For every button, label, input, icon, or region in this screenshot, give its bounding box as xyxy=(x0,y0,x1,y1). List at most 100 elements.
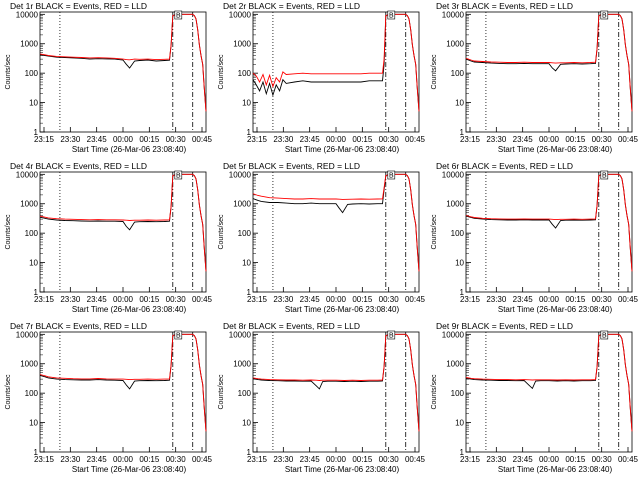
x-axis-label: Start Time (26-Mar-06 23:08:40) xyxy=(498,145,613,154)
x-tick-label: 00:00 xyxy=(113,295,134,304)
y-tick-label: 100 xyxy=(451,229,465,238)
y-tick-label: 1 xyxy=(34,288,39,297)
x-tick-label: 00:15 xyxy=(352,455,373,464)
y-tick-label: 10000 xyxy=(16,330,39,339)
x-tick-label: 23:45 xyxy=(300,135,321,144)
x-tick-label: 00:30 xyxy=(592,135,613,144)
y-tick-label: 1000 xyxy=(20,40,38,49)
events-series-line xyxy=(252,173,420,272)
y-tick-label: 10000 xyxy=(229,330,252,339)
y-tick-label: 1 xyxy=(34,128,39,137)
y-tick-label: 1 xyxy=(247,448,252,457)
y-tick-label: 10 xyxy=(29,259,38,268)
y-tick-label: 1 xyxy=(247,128,252,137)
x-tick-label: 23:15 xyxy=(34,135,55,144)
detector-panel: Det 5r BLACK = Events, RED = LLD 1 10 100 10… xyxy=(213,160,426,320)
y-tick-label: 1 xyxy=(460,288,465,297)
x-tick-label: 23:30 xyxy=(486,455,507,464)
events-series-line xyxy=(39,333,207,432)
y-tick-label: 10000 xyxy=(16,170,39,179)
y-tick-label: 10 xyxy=(455,99,464,108)
y-axis-label: Counts/sec xyxy=(5,214,12,250)
x-tick-label: 00:30 xyxy=(592,455,613,464)
chart-title: Det 6r BLACK = Events, RED = LLD xyxy=(436,161,573,171)
x-tick-label: 23:45 xyxy=(513,295,534,304)
y-axis-label: Counts/sec xyxy=(431,374,438,410)
x-axis-label: Start Time (26-Mar-06 23:08:40) xyxy=(72,145,187,154)
x-tick-label: 23:30 xyxy=(60,135,81,144)
y-tick-label: 100 xyxy=(25,389,39,398)
y-tick-label: 1000 xyxy=(20,200,38,209)
y-tick-label: 10 xyxy=(455,259,464,268)
x-tick-label: 00:00 xyxy=(113,135,134,144)
chart-title: Det 2r BLACK = Events, RED = LLD xyxy=(223,1,360,11)
y-tick-label: 1000 xyxy=(233,360,251,369)
y-tick-label: 10000 xyxy=(442,10,465,19)
detector-chart: Det 4r BLACK = Events, RED = LLD 1 10 100 10… xyxy=(5,161,213,314)
x-tick-label: 00:15 xyxy=(352,135,373,144)
x-tick-label: 23:45 xyxy=(513,455,534,464)
marker-label: B xyxy=(602,173,607,180)
x-tick-label: 23:15 xyxy=(247,135,268,144)
y-tick-label: 100 xyxy=(238,229,252,238)
y-axis-label: Counts/sec xyxy=(431,214,438,250)
x-tick-label: 23:15 xyxy=(34,455,55,464)
x-tick-label: 00:45 xyxy=(192,135,213,144)
y-tick-label: 10 xyxy=(29,99,38,108)
plot-frame xyxy=(39,11,207,133)
x-tick-label: 23:15 xyxy=(34,295,55,304)
x-tick-label: 00:30 xyxy=(592,295,613,304)
y-tick-label: 1000 xyxy=(20,360,38,369)
y-axis-label: Counts/sec xyxy=(5,374,12,410)
x-tick-label: 23:30 xyxy=(60,455,81,464)
y-tick-label: 1000 xyxy=(446,200,464,209)
x-tick-label: 00:00 xyxy=(539,135,560,144)
y-axis-label: Counts/sec xyxy=(218,374,225,410)
y-tick-label: 1 xyxy=(247,288,252,297)
y-tick-label: 10 xyxy=(29,419,38,428)
y-tick-label: 1000 xyxy=(233,200,251,209)
marker-box xyxy=(174,10,183,20)
x-tick-label: 00:15 xyxy=(565,295,586,304)
y-tick-label: 10000 xyxy=(16,10,39,19)
y-tick-label: 10 xyxy=(455,419,464,428)
marker-label: B xyxy=(176,13,181,20)
x-tick-label: 00:45 xyxy=(405,295,426,304)
lld-series-line xyxy=(252,13,420,112)
y-axis-label: Counts/sec xyxy=(431,54,438,90)
y-tick-label: 10 xyxy=(242,99,251,108)
detector-chart: Det 2r BLACK = Events, RED = LLD 1 10 100 10… xyxy=(218,1,426,154)
chart-title: Det 5r BLACK = Events, RED = LLD xyxy=(223,161,360,171)
x-tick-label: 23:45 xyxy=(513,135,534,144)
events-series-line xyxy=(465,333,633,432)
events-series-line xyxy=(252,333,420,432)
lld-series-line xyxy=(39,173,207,272)
x-axis-label: Start Time (26-Mar-06 23:08:40) xyxy=(285,305,400,314)
detector-chart: Det 3r BLACK = Events, RED = LLD 1 10 100 10… xyxy=(431,1,639,154)
plot-frame xyxy=(39,171,207,293)
y-tick-label: 100 xyxy=(451,69,465,78)
x-tick-label: 00:45 xyxy=(192,295,213,304)
x-tick-label: 00:30 xyxy=(379,455,400,464)
marker-box xyxy=(174,170,183,180)
x-axis-label: Start Time (26-Mar-06 23:08:40) xyxy=(498,465,613,474)
x-tick-label: 23:15 xyxy=(460,295,481,304)
chart-title: Det 7r BLACK = Events, RED = LLD xyxy=(10,321,147,331)
y-tick-label: 100 xyxy=(238,389,252,398)
events-series-line xyxy=(252,13,420,112)
x-axis-label: Start Time (26-Mar-06 23:08:40) xyxy=(72,465,187,474)
y-tick-label: 1000 xyxy=(233,40,251,49)
y-tick-label: 100 xyxy=(25,69,39,78)
marker-label: B xyxy=(389,333,394,340)
x-tick-label: 23:30 xyxy=(486,135,507,144)
x-axis-label: Start Time (26-Mar-06 23:08:40) xyxy=(285,465,400,474)
marker-box xyxy=(600,10,609,20)
lld-series-line xyxy=(252,173,420,272)
y-axis-label: Counts/sec xyxy=(218,54,225,90)
detector-chart: Det 7r BLACK = Events, RED = LLD 1 10 100 10… xyxy=(5,321,213,474)
detector-panel: Det 6r BLACK = Events, RED = LLD 1 10 100 10… xyxy=(426,160,639,320)
plot-frame xyxy=(252,11,420,133)
x-tick-label: 23:45 xyxy=(300,455,321,464)
x-tick-label: 00:15 xyxy=(565,135,586,144)
x-tick-label: 00:45 xyxy=(618,135,639,144)
